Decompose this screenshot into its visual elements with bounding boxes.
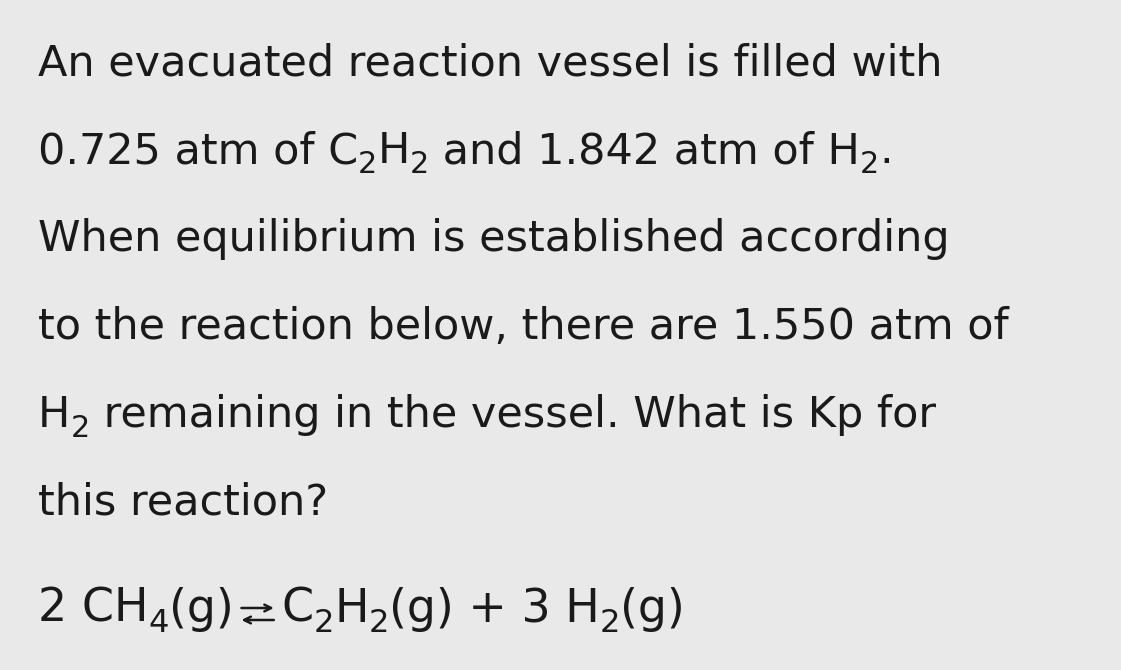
Text: (g) + 3 H: (g) + 3 H <box>389 587 600 632</box>
Text: 4: 4 <box>148 608 169 639</box>
Text: 2: 2 <box>369 608 389 639</box>
Text: to the reaction below, there are 1.550 atm of: to the reaction below, there are 1.550 a… <box>38 306 1009 348</box>
Text: this reaction?: this reaction? <box>38 482 328 524</box>
Text: (g): (g) <box>169 587 233 632</box>
Text: 2: 2 <box>410 150 429 179</box>
Text: 2: 2 <box>600 608 621 639</box>
Text: remaining in the vessel. What is Kp for: remaining in the vessel. What is Kp for <box>90 394 936 436</box>
Text: 2 CH: 2 CH <box>38 587 148 632</box>
Text: 2: 2 <box>314 608 334 639</box>
Text: When equilibrium is established according: When equilibrium is established accordin… <box>38 218 949 260</box>
Text: C: C <box>281 587 314 632</box>
Text: and 1.842 atm of H: and 1.842 atm of H <box>429 130 860 172</box>
Text: H: H <box>38 394 71 436</box>
Text: H: H <box>378 130 410 172</box>
Text: 2: 2 <box>359 150 378 179</box>
Text: .: . <box>879 130 892 172</box>
Text: 2: 2 <box>860 150 879 179</box>
Text: (g): (g) <box>621 587 685 632</box>
Text: 2: 2 <box>71 414 90 443</box>
Text: H: H <box>334 587 369 632</box>
Text: An evacuated reaction vessel is filled with: An evacuated reaction vessel is filled w… <box>38 42 943 84</box>
Text: 0.725 atm of C: 0.725 atm of C <box>38 130 359 172</box>
